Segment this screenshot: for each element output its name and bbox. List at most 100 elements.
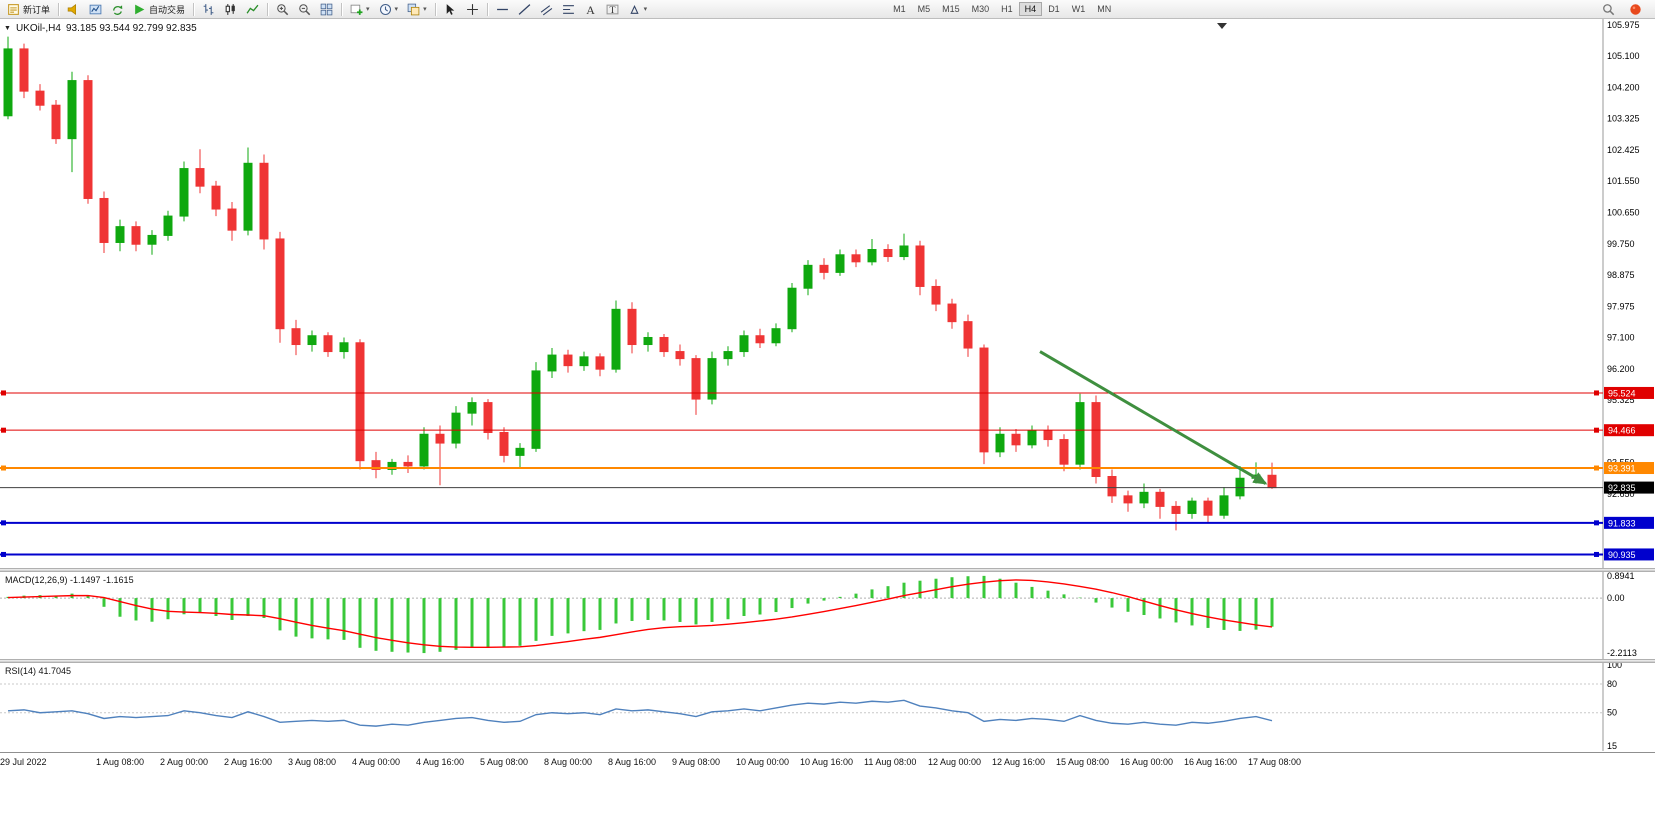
chart-area: 105.975 105.100 104.200 103.325 102.425 101.5… xyxy=(0,19,1655,817)
refresh-button[interactable] xyxy=(107,1,128,17)
fibonacci-icon xyxy=(562,4,574,14)
rsi-indicator-label: RSI(14) 41.7045 xyxy=(5,666,72,676)
play-icon xyxy=(135,4,145,14)
trendline-button[interactable] xyxy=(514,1,535,17)
new-chart-button[interactable]: ▾ xyxy=(346,1,374,17)
fibonacci-button[interactable] xyxy=(558,1,579,17)
svg-text:0.00: 0.00 xyxy=(1607,593,1625,603)
tile-windows-button[interactable] xyxy=(316,1,337,17)
svg-text:105.975: 105.975 xyxy=(1607,20,1640,30)
time-label: 4 Aug 00:00 xyxy=(352,757,401,767)
price-chart[interactable]: 105.975 105.100 104.200 103.325 102.425 101.5… xyxy=(0,19,1655,568)
time-label: 10 Aug 00:00 xyxy=(736,757,790,767)
shapes-button[interactable]: ▾ xyxy=(624,1,652,17)
template-icon xyxy=(407,3,420,15)
time-label: 17 Aug 08:00 xyxy=(1248,757,1302,767)
toolbar-separator xyxy=(341,2,343,16)
time-label: 3 Aug 08:00 xyxy=(288,757,337,767)
toolbar-separator xyxy=(434,2,436,16)
timeframe-m5[interactable]: M5 xyxy=(912,2,937,16)
new-chart-icon xyxy=(350,4,363,15)
time-label: 12 Aug 16:00 xyxy=(992,757,1046,767)
time-label: 2 Aug 00:00 xyxy=(160,757,209,767)
svg-text:95.325: 95.325 xyxy=(1607,395,1635,405)
toolbar-separator xyxy=(486,2,488,16)
new-order-button[interactable]: 新订单 xyxy=(3,1,54,17)
time-label: 29 Jul 2022 xyxy=(0,757,47,767)
svg-text:-2.2113: -2.2113 xyxy=(1607,648,1637,658)
period-button[interactable]: ▾ xyxy=(375,1,403,17)
one-click-trading-toggle[interactable]: ▼ xyxy=(4,25,11,32)
bar-chart-button[interactable] xyxy=(198,1,219,17)
trendline-icon xyxy=(518,3,530,15)
svg-text:0.8941: 0.8941 xyxy=(1607,572,1635,581)
price-axis[interactable] xyxy=(1603,19,1655,752)
svg-text:100.650: 100.650 xyxy=(1607,208,1640,218)
autotrading-button[interactable]: 自动交易 xyxy=(129,1,189,17)
timeframe-h4[interactable]: H4 xyxy=(1018,2,1043,16)
svg-text:101.550: 101.550 xyxy=(1607,176,1640,186)
channel-button[interactable] xyxy=(536,1,557,17)
time-label: 12 Aug 00:00 xyxy=(928,757,982,767)
zoom-in-button[interactable] xyxy=(272,1,293,17)
panel-separator[interactable] xyxy=(0,659,1655,663)
svg-text:90.935: 90.935 xyxy=(1608,550,1636,560)
toolbar-right-group xyxy=(1598,1,1652,17)
timeframe-h1[interactable]: H1 xyxy=(995,2,1019,16)
time-label: 16 Aug 00:00 xyxy=(1120,757,1174,767)
svg-text:97.975: 97.975 xyxy=(1607,302,1635,312)
clock-icon xyxy=(379,3,391,15)
notification-icon xyxy=(1630,3,1641,15)
svg-text:99.750: 99.750 xyxy=(1607,239,1635,249)
zoom-out-icon xyxy=(299,3,311,15)
notification-button[interactable] xyxy=(1625,1,1646,17)
text-icon: A xyxy=(586,3,595,16)
svg-text:95.524: 95.524 xyxy=(1608,388,1636,398)
chart-window-button[interactable] xyxy=(85,1,106,17)
time-label: 10 Aug 16:00 xyxy=(800,757,854,767)
chevron-down-icon: ▾ xyxy=(643,5,648,13)
time-label: 4 Aug 16:00 xyxy=(416,757,465,767)
panel-separator[interactable] xyxy=(0,568,1655,572)
svg-text:15: 15 xyxy=(1607,741,1617,751)
timeframe-m1[interactable]: M1 xyxy=(887,2,912,16)
zoom-out-button[interactable] xyxy=(294,1,315,17)
line-chart-button[interactable] xyxy=(242,1,263,17)
search-button[interactable] xyxy=(1598,1,1619,17)
svg-text:92.835: 92.835 xyxy=(1608,483,1636,493)
svg-text:T: T xyxy=(609,4,615,15)
template-button[interactable]: ▾ xyxy=(403,1,431,17)
svg-text:91.833: 91.833 xyxy=(1608,518,1636,528)
timeframe-w1[interactable]: W1 xyxy=(1066,2,1092,16)
channel-icon xyxy=(540,4,552,15)
svg-text:92.650: 92.650 xyxy=(1607,489,1635,499)
text-label-icon: T xyxy=(606,4,619,15)
time-label: 9 Aug 08:00 xyxy=(672,757,721,767)
macd-panel[interactable]: 0.8941 0.00 -2.2113 xyxy=(0,572,1655,659)
timeframe-mn[interactable]: MN xyxy=(1091,2,1117,16)
chart-symbol-ohlc: ▼ UKOil-,H4 93.185 93.544 92.799 92.835 xyxy=(4,23,197,34)
timeframe-m15[interactable]: M15 xyxy=(936,2,966,16)
timeframe-d1[interactable]: D1 xyxy=(1042,2,1066,16)
horizontal-line-button[interactable] xyxy=(492,1,513,17)
candlestick-button[interactable] xyxy=(220,1,241,17)
time-label: 5 Aug 08:00 xyxy=(480,757,529,767)
text-label-button[interactable]: T xyxy=(602,1,623,17)
svg-text:102.425: 102.425 xyxy=(1607,145,1640,155)
timeframe-m30[interactable]: M30 xyxy=(966,2,996,16)
crosshair-button[interactable] xyxy=(462,1,483,17)
text-button[interactable]: A xyxy=(580,1,601,17)
time-axis[interactable]: 29 Jul 2022 1 Aug 08:00 2 Aug 00:00 2 Aug 1… xyxy=(0,752,1655,773)
svg-text:50: 50 xyxy=(1607,708,1617,718)
cursor-button[interactable] xyxy=(440,1,461,17)
rsi-panel[interactable]: 100 80 50 15 xyxy=(0,663,1655,751)
time-label: 8 Aug 16:00 xyxy=(608,757,657,767)
horn-button[interactable] xyxy=(63,1,84,17)
toolbar-separator xyxy=(193,2,195,16)
toolbar-separator xyxy=(267,2,269,16)
svg-text:98.875: 98.875 xyxy=(1607,270,1635,280)
chevron-down-icon: ▾ xyxy=(423,5,427,13)
autotrading-label: 自动交易 xyxy=(149,4,186,15)
svg-text:105.100: 105.100 xyxy=(1607,51,1640,61)
